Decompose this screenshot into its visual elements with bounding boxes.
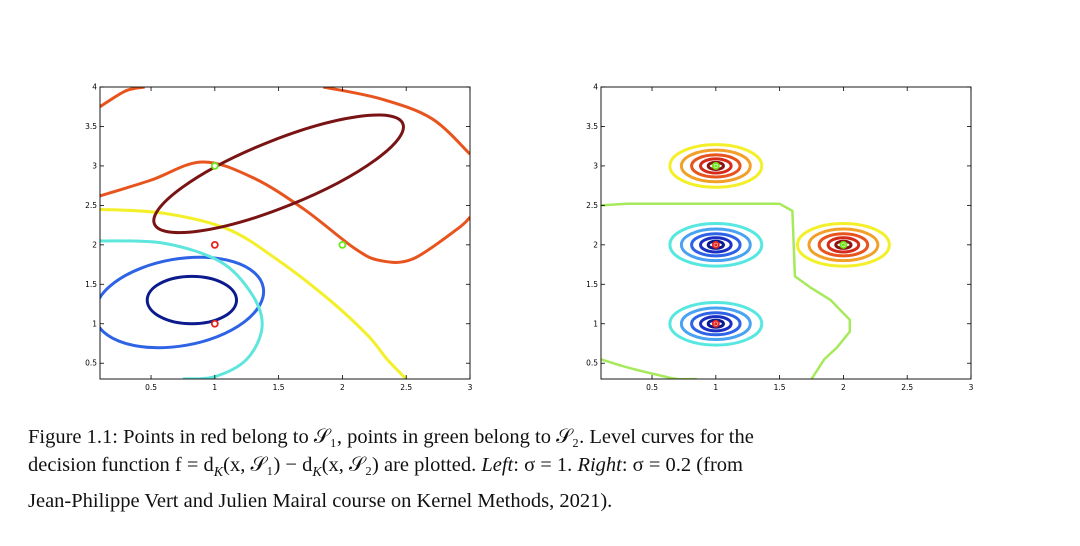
y-tick-label: 4: [92, 83, 97, 92]
x-tick-label: 2.5: [400, 383, 412, 392]
level-ring: [699, 315, 733, 333]
y-tick-label: 1.5: [586, 280, 598, 289]
figure-plots: 0.5 1 1.5 2 2.5 3 0.5 1 1.5 2 2.5 3 3.5 4 0.5 1 1.5 2 2.5 3…: [85, 83, 974, 393]
x-tick-label: 0.5: [646, 383, 658, 392]
caption-line-2: decision function f = dK(x, 𝒮₁) − dK(x, …: [28, 451, 1058, 487]
level-ring: [679, 306, 752, 342]
level-curve: [100, 87, 145, 109]
y-tick-label: 2.5: [586, 201, 598, 210]
caption-sub-k-2: K: [312, 465, 322, 481]
x-tick-label: 3: [468, 383, 473, 392]
caption-line-2a: decision function f = d: [28, 454, 214, 476]
caption-line-1: Figure 1.1: Points in red belong to 𝒮₁, …: [28, 426, 754, 448]
point-s2: [210, 162, 219, 170]
y-tick-label: 1.5: [85, 280, 97, 289]
level-ring: [668, 222, 764, 268]
x-tick-label: 1: [212, 383, 217, 392]
caption-sub-k-1: K: [213, 465, 224, 481]
level-ring: [699, 157, 733, 175]
y-tick-label: 0.5: [85, 359, 97, 368]
point-core: [841, 243, 846, 247]
y-tick-label: 3.5: [85, 122, 97, 131]
level-curve: [322, 87, 470, 156]
x-tick-label: 1.5: [774, 383, 786, 392]
level-ring: [679, 227, 752, 263]
caption-line-2c: (x, 𝒮₁) − d: [223, 454, 313, 476]
caption-line-2g: : σ = 1.: [513, 454, 578, 476]
level-ring: [699, 236, 733, 254]
level-ring: [807, 227, 880, 263]
y-tick-label: 1: [593, 319, 598, 328]
zero-level-curve: [601, 202, 852, 379]
plot-area: [100, 87, 470, 379]
level-curve: [100, 207, 408, 379]
x-tick-label: 0.5: [145, 383, 157, 392]
axes-frame: [99, 86, 471, 380]
level-curve: [100, 255, 266, 350]
y-tick-label: 3: [593, 161, 598, 170]
level-ring: [826, 236, 861, 254]
level-curve: [100, 239, 264, 379]
level-ring: [668, 300, 764, 347]
panel-left: 0.5 1 1.5 2 2.5 3 0.5 1 1.5 2 2.5 3 3.5 4: [85, 83, 473, 393]
y-tick-label: 0.5: [586, 359, 598, 368]
level-ring: [690, 311, 742, 337]
figure-caption: Figure 1.1: Points in red belong to 𝒮₁, …: [28, 423, 1058, 515]
x-tick-label: 3: [969, 383, 974, 392]
y-tick-label: 2: [593, 240, 598, 249]
point-s1: [210, 319, 219, 328]
plot-area: [601, 143, 891, 379]
x-tick-label: 1.5: [273, 383, 285, 392]
level-ring: [679, 148, 752, 184]
level-curve: [152, 113, 405, 235]
axes-frame: [600, 86, 972, 380]
point-core: [714, 322, 718, 326]
level-ring: [690, 153, 742, 179]
point-s2: [338, 240, 347, 249]
y-tick-label: 4: [593, 83, 598, 92]
panel-right: 0.5 1 1.5 2 2.5 3 0.5 1 1.5 2 2.5 3 3.5 4: [586, 83, 974, 393]
caption-line-2i: : σ = 0.2 (from: [621, 454, 743, 476]
level-ring: [795, 222, 891, 268]
caption-left-label: Left: [481, 454, 514, 476]
point-core: [714, 164, 718, 168]
zero-level-curve: [601, 358, 697, 379]
point-core: [714, 243, 718, 247]
caption-line-3: Jean-Philippe Vert and Julien Mairal cou…: [28, 490, 613, 513]
x-tick-label: 2: [841, 383, 846, 392]
x-tick-label: 1: [713, 383, 718, 392]
y-tick-label: 2.5: [85, 201, 97, 210]
level-ring: [817, 232, 870, 258]
y-tick-label: 1: [92, 319, 97, 328]
point-s1: [210, 240, 219, 249]
y-tick-label: 3: [92, 161, 97, 170]
level-curve: [100, 160, 470, 264]
y-tick-label: 3.5: [586, 122, 598, 131]
level-ring: [668, 143, 764, 189]
level-curve: [145, 274, 239, 326]
x-tick-label: 2: [340, 383, 345, 392]
x-tick-label: 2.5: [901, 383, 913, 392]
level-ring: [690, 232, 742, 258]
caption-line-2e: (x, 𝒮₂) are plotted.: [321, 454, 482, 476]
y-tick-label: 2: [92, 240, 97, 249]
caption-right-label: Right: [577, 454, 622, 476]
